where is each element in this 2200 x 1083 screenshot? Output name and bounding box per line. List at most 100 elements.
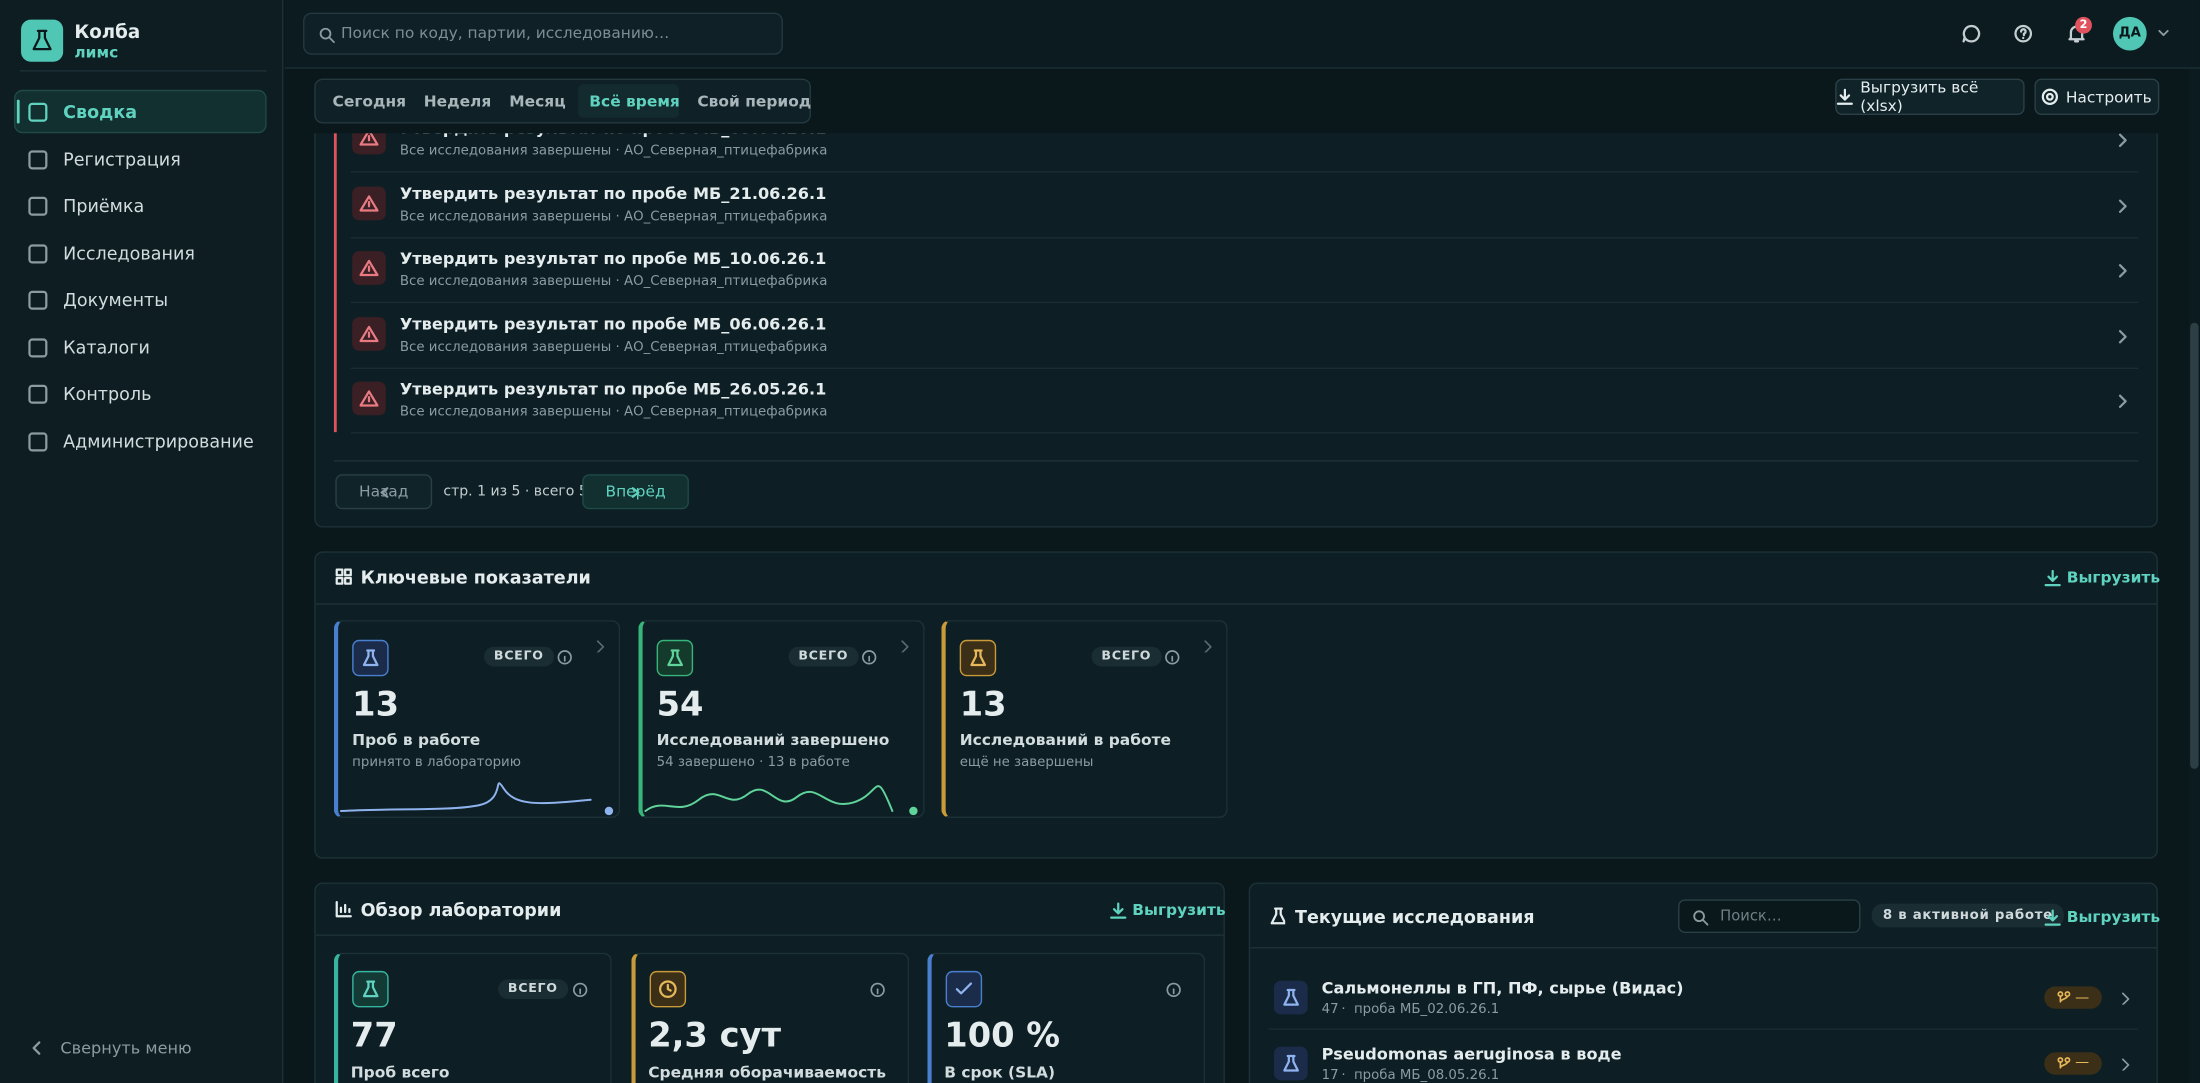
current-export[interactable]: Выгрузить [2044,908,2160,926]
task-title[interactable]: Утвердить результат по пробе МБ_21.06.26… [399,183,827,203]
tile-label: Проб в работе [352,730,481,750]
period-tab[interactable]: Месяц [509,92,566,111]
label: Выгрузить [1132,900,1226,920]
label: Выгрузить всё (xlsx) [1860,78,1979,116]
item-title[interactable]: Pseudomonas aeruginosa в воде [1321,1043,1622,1063]
task-chevron [2118,329,2127,343]
pager-info: стр. 1 из 5 · всего 50 [443,484,597,500]
nav-item[interactable]: Каталоги [63,336,150,358]
period-tab[interactable]: Свой период [697,92,812,111]
i [667,649,684,667]
row-sep [350,432,2139,434]
b [2057,991,2071,1003]
kpi-icon [335,568,352,585]
period-tab[interactable]: Всё время [589,92,680,111]
tile-value: 2,3 сут [648,1015,782,1056]
task-sub: Все исследования завершены · АО_Северная… [399,143,828,159]
kpi-title: Ключевые показатели [360,566,591,588]
nav-active [14,89,267,134]
task-icon [352,251,386,285]
nav-icon [28,290,48,310]
placeholder: Поиск по коду, партии, исследованию… [340,23,670,43]
task-sub: Все исследования завершены · АО_Северная… [399,338,828,355]
search[interactable]: Поиск по коду, партии, исследованию… [303,12,783,55]
collapse-menu[interactable]: Свернуть меню [60,1038,192,1058]
brand-logo [21,19,64,62]
avatar[interactable]: ДА [2113,16,2147,51]
configure[interactable]: Настроить [2034,78,2160,116]
tile-badge: ВСЕГО [1091,646,1162,667]
nav-marker [16,99,20,124]
label: Выгрузить [2066,907,2161,927]
tile-value: 13 [959,684,1007,724]
task-title[interactable]: Утвердить результат по пробе МБ_26.05.26… [399,378,827,399]
nav-item[interactable]: Администрирование [63,430,254,452]
nav-icon [28,196,48,216]
row-sep [350,301,2139,304]
i [362,980,379,998]
task-title[interactable]: Утвердить результат по пробе МБ_10.06.26… [399,248,827,268]
chev [901,640,909,653]
nav-item[interactable]: Приёмка [63,195,145,217]
item-num: 17 [1321,1067,1339,1083]
chart-icon [335,901,352,918]
nav-item[interactable]: Документы [63,289,169,311]
kpi-tile [333,620,621,818]
tile-badge: ВСЕГО [484,646,554,667]
tasks-card [314,84,2158,528]
overview-title: Обзор лаборатории [360,899,562,921]
kpi-card [314,551,2158,859]
task-sub: Все исследования завершены · АО_Северная… [399,208,828,224]
export-all[interactable]: Выгрузить всё (xlsx) [1835,78,2025,116]
overview-export[interactable]: Выгрузить [1110,901,1226,919]
warn [359,325,379,342]
item-icon [1273,980,1308,1015]
pager-next[interactable]: Вперёд [582,474,689,510]
nav-item[interactable]: Сводка [63,101,138,123]
item-status: — [2044,1051,2102,1075]
d [2044,569,2061,586]
item-sample: проба МБ_08.05.26.1 [1353,1067,1500,1083]
tile-label: В срок (SLA) [944,1063,1056,1082]
divider [19,70,267,72]
label: Выгрузить [2066,568,2161,587]
kpi-export[interactable]: Выгрузить [2044,568,2160,586]
tile-icon [945,970,983,1008]
nav-item[interactable]: Исследования [63,242,195,264]
pager-prev[interactable]: Назад [335,474,433,510]
task-title[interactable]: Утвердить результат по пробе МБ_06.06.26… [399,313,827,334]
period-tab[interactable]: Неделя [423,92,492,111]
task-chevron [2118,264,2127,278]
item-title[interactable]: Сальмонеллы в ГП, ПФ, сырье (Видас) [1321,977,1684,998]
d [1836,88,1853,105]
label: — [2075,1055,2090,1071]
row-sep [350,366,2139,369]
help-icon [2014,24,2033,43]
nav-item[interactable]: Регистрация [63,148,181,170]
sep [315,934,1224,936]
label: Вперёд [605,482,666,501]
warn [359,129,379,146]
active-chip: 8 в активной работе [1871,903,2065,928]
task-icon [352,381,386,416]
nav-icon [28,102,48,122]
nav-item[interactable]: Контроль [63,383,152,405]
tile-badge: ВСЕГО [498,979,568,999]
tile-badge: ВСЕГО [788,646,858,667]
tile-sub: ещё не завершены [959,754,1094,771]
dot: · [1341,1067,1346,1083]
period-tab[interactable]: Сегодня [332,92,407,111]
i [970,649,987,667]
row-sep [350,236,2139,238]
chev [596,640,605,653]
info [557,650,572,665]
current-search[interactable]: Поиск… [1678,899,1861,934]
info [870,982,885,998]
info [1166,982,1181,998]
c [379,486,388,498]
label: — [2075,989,2090,1006]
d [1110,901,1127,919]
d [2044,908,2061,926]
chat-icon [1962,24,1981,43]
current-title: Текущие исследования [1295,906,1535,928]
